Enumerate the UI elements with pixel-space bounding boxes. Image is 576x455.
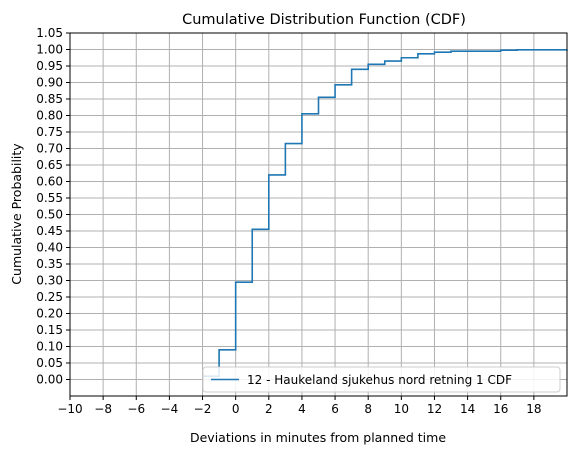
y-tick-label: 0.85	[36, 92, 63, 106]
x-tick-label: 12	[427, 402, 442, 416]
x-tick-label: 16	[493, 402, 508, 416]
legend-label: 12 - Haukeland sjukehus nord retning 1 C…	[247, 373, 512, 387]
y-tick-label: 0.55	[36, 191, 63, 205]
x-tick-label: 4	[298, 402, 306, 416]
x-tick-label: −8	[94, 402, 112, 416]
y-tick-label: 0.45	[36, 224, 63, 238]
y-tick-label: 1.05	[36, 26, 63, 40]
y-tick-label: 0.00	[36, 373, 63, 387]
cdf-step-line	[202, 49, 568, 377]
plot-area	[202, 49, 568, 377]
y-tick-label: 1.00	[36, 43, 63, 57]
x-tick-label: 2	[265, 402, 273, 416]
x-tick-label: 10	[394, 402, 409, 416]
x-tick-label: 18	[526, 402, 541, 416]
legend: 12 - Haukeland sjukehus nord retning 1 C…	[202, 366, 561, 393]
y-tick-label: 0.05	[36, 356, 63, 370]
y-tick-label: 0.30	[36, 274, 63, 288]
x-tick-label: 8	[364, 402, 372, 416]
y-tick-label: 0.65	[36, 158, 63, 172]
y-tick-label: 0.70	[36, 142, 63, 156]
y-tick-label: 0.50	[36, 208, 63, 222]
y-axis-ticks: 0.00 0.05 0.10 0.15 0.20 0.25 0.30 0.35 0.40 0.45…	[36, 26, 70, 387]
y-tick-label: 0.95	[36, 59, 63, 73]
legend-box	[202, 366, 561, 393]
y-tick-label: 0.80	[36, 109, 63, 123]
x-tick-label: 0	[232, 402, 240, 416]
y-tick-label: 0.35	[36, 257, 63, 271]
y-axis-label: Cumulative Probability	[9, 143, 24, 285]
y-tick-label: 0.40	[36, 241, 63, 255]
x-axis-label: Deviations in minutes from planned time	[190, 430, 446, 445]
chart-title: Cumulative Distribution Function (CDF)	[182, 12, 466, 28]
y-tick-label: 0.10	[36, 340, 63, 354]
y-tick-label: 0.25	[36, 290, 63, 304]
x-tick-label: 6	[331, 402, 339, 416]
x-tick-label: −10	[57, 402, 82, 416]
y-tick-label: 0.90	[36, 76, 63, 90]
grid	[69, 32, 567, 396]
x-axis-ticks: −10 −8 −6 −4 −2 0 2 4 6 8 10 12 14 16 18	[57, 396, 542, 416]
y-tick-label: 0.15	[36, 323, 63, 337]
y-tick-label: 0.75	[36, 125, 63, 139]
x-tick-label: −2	[194, 402, 212, 416]
x-tick-label: −6	[127, 402, 145, 416]
y-tick-label: 0.20	[36, 307, 63, 321]
y-tick-label: 0.60	[36, 175, 63, 189]
x-tick-label: 14	[460, 402, 475, 416]
x-tick-label: −4	[161, 402, 179, 416]
